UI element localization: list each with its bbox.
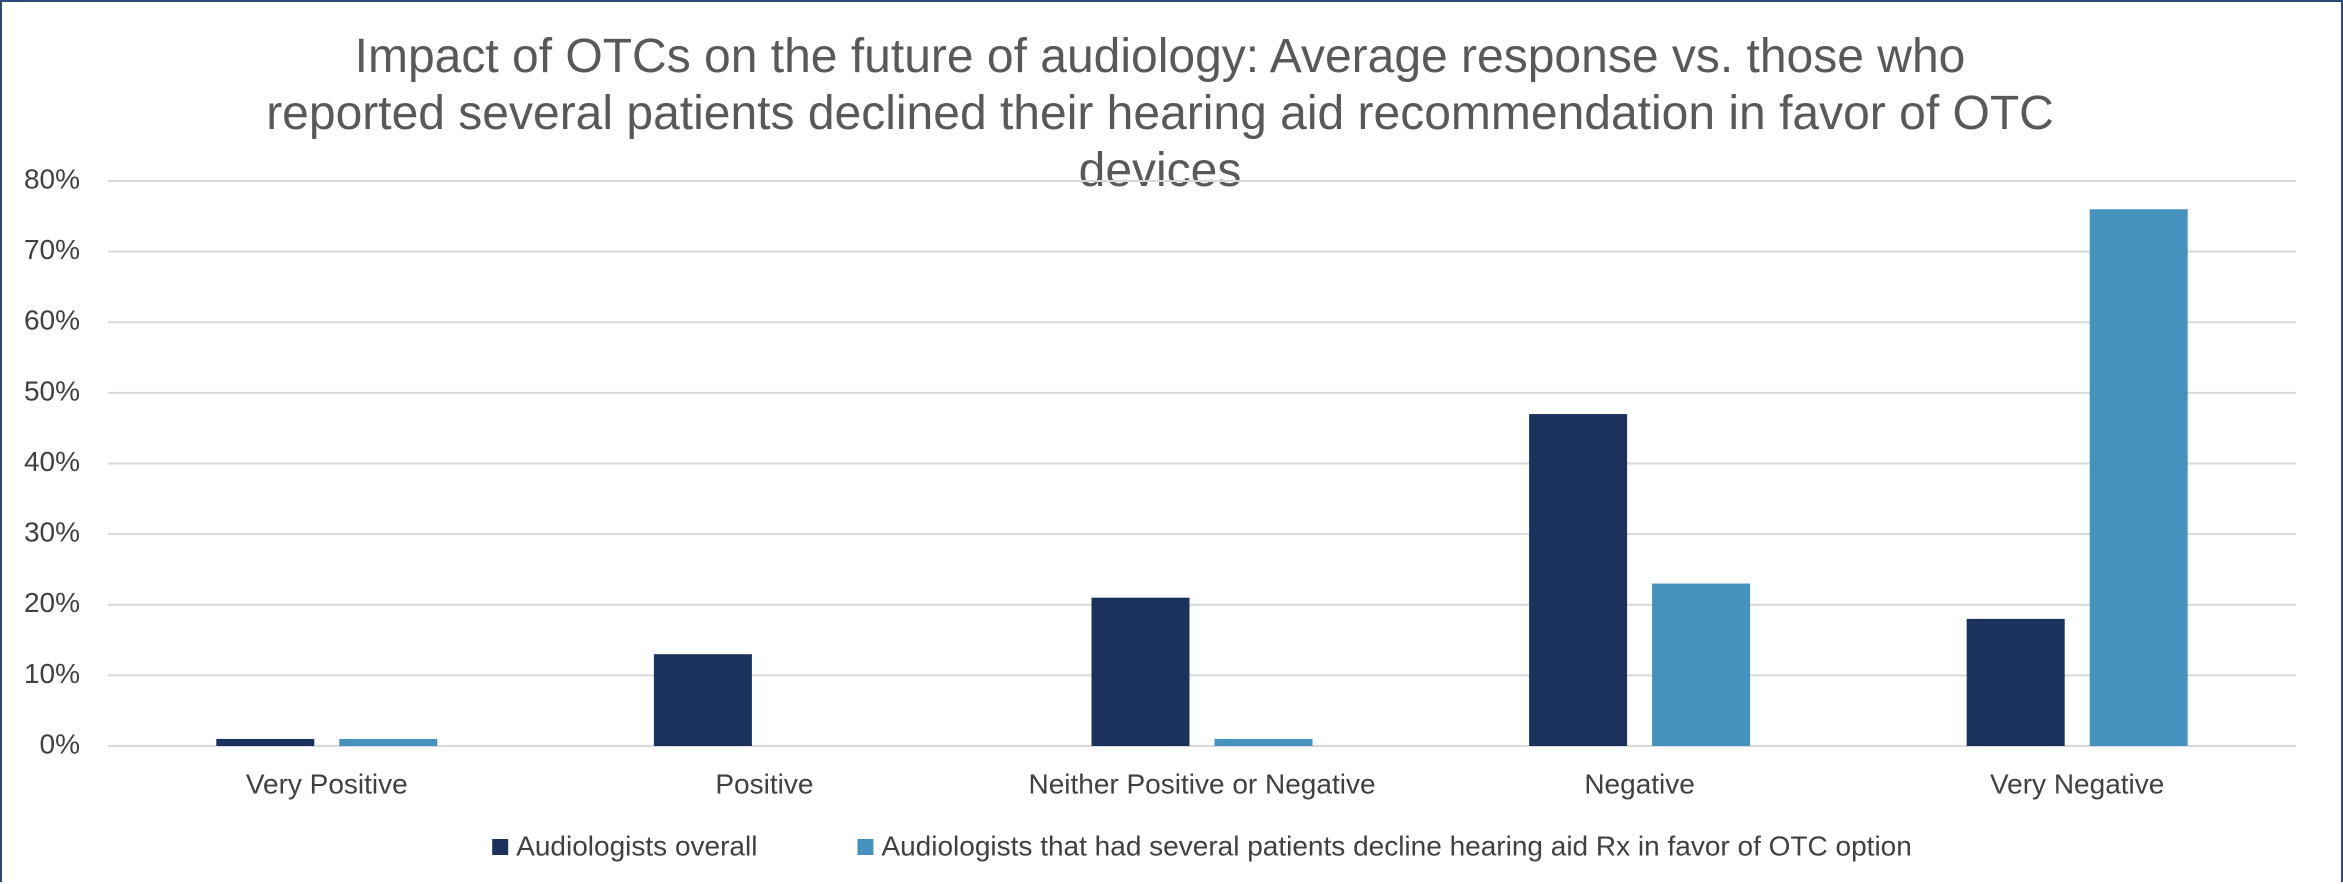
legend-label: Audiologists overall [516, 830, 757, 861]
y-tick-label: 20% [24, 587, 80, 618]
legend-swatch [492, 839, 509, 855]
y-tick-label: 50% [24, 375, 80, 406]
bar [1214, 738, 1313, 746]
y-tick-label: 60% [24, 305, 80, 336]
x-tick-label: Very Positive [246, 768, 408, 799]
x-tick-label: Positive [715, 768, 813, 799]
chart-title: Impact of OTCs on the future of audiolog… [266, 30, 2054, 197]
y-tick-label: 80% [24, 163, 80, 194]
bar [1529, 414, 1628, 746]
x-tick-label: Negative [1584, 768, 1695, 799]
y-tick-label: 30% [24, 517, 80, 548]
y-tick-label: 40% [24, 446, 80, 477]
legend-label: Audiologists that had several patients d… [881, 830, 1911, 861]
y-tick-label: 70% [24, 234, 80, 265]
bar [1091, 597, 1190, 746]
x-tick-label: Very Negative [1990, 768, 2164, 799]
bar [1652, 583, 1751, 746]
y-tick-label: 10% [24, 658, 80, 689]
y-tick-label: 0% [40, 728, 80, 759]
bar [216, 738, 315, 746]
bar [653, 654, 752, 746]
legend-swatch [857, 839, 874, 855]
bar [339, 738, 438, 746]
bar [2089, 209, 2188, 746]
x-tick-label: Neither Positive or Negative [1028, 768, 1375, 799]
bar [1966, 618, 2065, 746]
